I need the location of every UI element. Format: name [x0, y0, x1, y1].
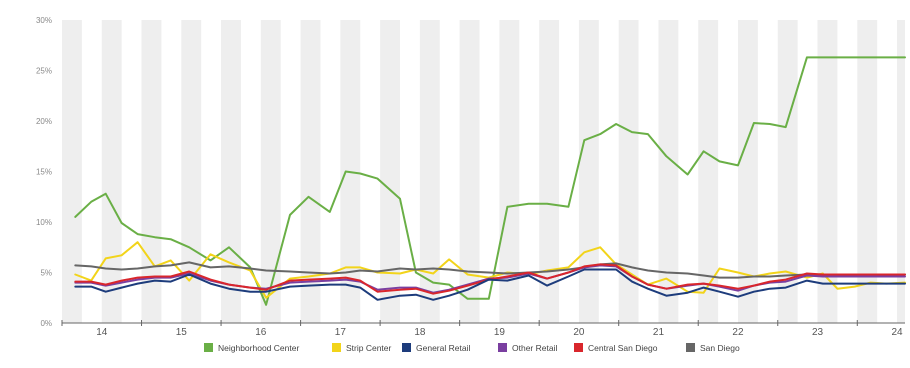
shaded-band-4	[221, 20, 241, 323]
x-tick-label: 22	[732, 327, 744, 338]
series-lines	[74, 56, 906, 306]
x-tick-label: 19	[494, 327, 506, 338]
y-tick-label: 30%	[36, 16, 52, 25]
shaded-band-19	[817, 20, 838, 323]
shaded-bands	[62, 20, 905, 323]
shaded-band-13	[578, 20, 599, 323]
legend-label: Central San Diego	[588, 343, 658, 353]
legend-swatch	[686, 343, 695, 352]
x-tick-label: 15	[176, 327, 188, 338]
y-tick-label: 5%	[40, 269, 52, 278]
legend-label: General Retail	[416, 343, 470, 353]
y-tick-label: 15%	[36, 168, 52, 177]
shaded-band-20	[857, 20, 878, 323]
shaded-band-11	[499, 20, 520, 323]
series-line-san-diego	[74, 261, 906, 279]
shaded-band-3	[181, 20, 202, 323]
y-tick-label: 20%	[36, 117, 52, 126]
legend: Neighborhood Center Strip Center General R…	[204, 343, 740, 353]
y-tick-label: 10%	[36, 218, 52, 227]
shaded-band-6	[300, 20, 321, 323]
shaded-band-21	[897, 20, 905, 323]
series-line-strip-center	[74, 241, 906, 299]
shaded-band-0	[62, 20, 82, 323]
legend-label: Neighborhood Center	[218, 343, 299, 353]
x-tick-label: 14	[96, 327, 108, 338]
x-tick-label: 18	[414, 327, 426, 338]
shaded-band-14	[618, 20, 639, 323]
shaded-band-8	[380, 20, 400, 323]
legend-swatch	[574, 343, 583, 352]
x-tick-label: 23	[812, 327, 824, 338]
y-axis: 0% 5% 10% 15% 20% 25% 30%	[36, 16, 52, 328]
legend-label: San Diego	[700, 343, 740, 353]
x-tick-label: 20	[573, 327, 585, 338]
shaded-band-1	[101, 20, 122, 323]
legend-swatch	[332, 343, 341, 352]
y-tick-label: 0%	[40, 319, 52, 328]
shaded-band-12	[539, 20, 560, 323]
x-axis: 14 15 16 17 18 19 20 21 22 23 24	[61, 320, 905, 338]
legend-swatch	[498, 343, 507, 352]
shaded-band-17	[737, 20, 758, 323]
shaded-band-15	[658, 20, 679, 323]
legend-swatch	[402, 343, 411, 352]
shaded-band-9	[419, 20, 440, 323]
series-line-general-retail	[74, 268, 906, 301]
x-tick-label: 17	[335, 327, 347, 338]
shaded-band-5	[260, 20, 281, 323]
shaded-band-16	[698, 20, 719, 323]
x-tick-label: 24	[891, 327, 903, 338]
shaded-band-18	[777, 20, 798, 323]
shaded-band-10	[459, 20, 480, 323]
x-tick-label: 21	[653, 327, 665, 338]
y-tick-label: 25%	[36, 67, 52, 76]
legend-label: Other Retail	[512, 343, 557, 353]
legend-swatch	[204, 343, 213, 352]
series-line-central-san-diego	[74, 263, 906, 295]
shaded-band-2	[141, 20, 162, 323]
x-tick-label: 16	[255, 327, 267, 338]
legend-label: Strip Center	[346, 343, 392, 353]
